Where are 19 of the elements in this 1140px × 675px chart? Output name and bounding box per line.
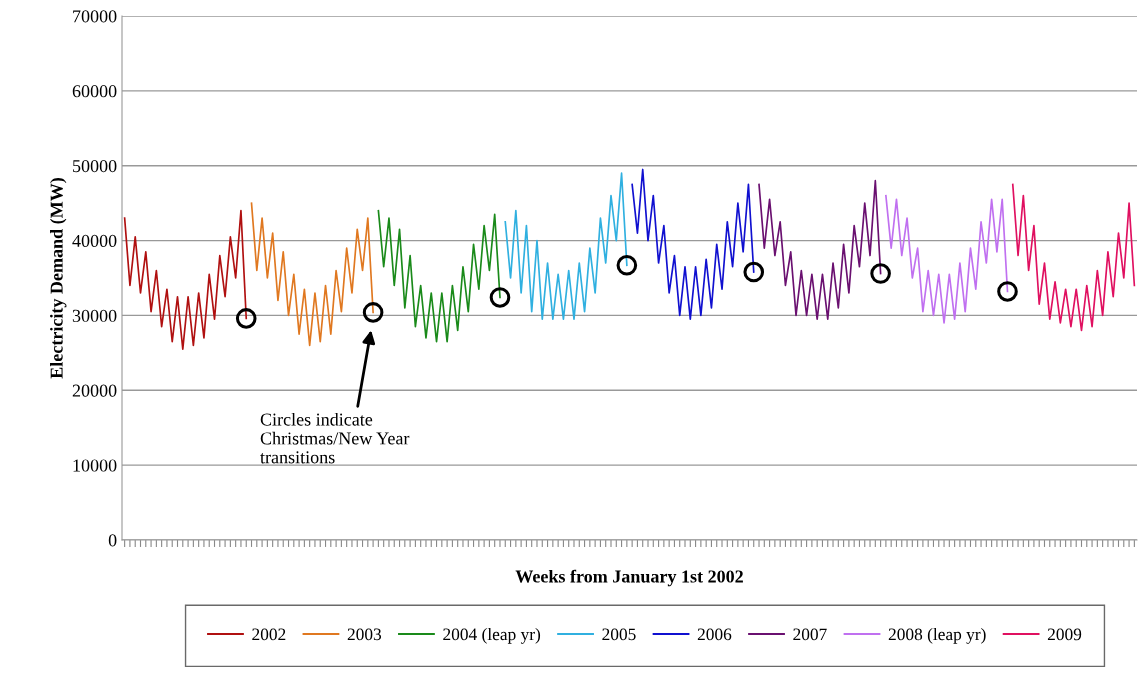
y-tick-label: 40000 xyxy=(72,234,117,248)
y-tick-label: 10000 xyxy=(73,459,117,472)
annotation: Circles indicate Christmas/New Year transitions xyxy=(260,412,410,464)
x-axis-title: Weeks from January 1st 2002 xyxy=(515,569,743,587)
legend-label: 2003 xyxy=(347,628,382,641)
legend-label: 2004 (leap yr) xyxy=(443,627,541,644)
y-tick-label: 70000 xyxy=(73,10,117,23)
y-tick-label: 0 xyxy=(108,534,117,547)
legend-label: 2002 xyxy=(252,628,286,641)
legend-label: 2005 xyxy=(602,628,636,641)
y-tick-label: 20000 xyxy=(72,384,117,397)
y-axis-title: Electricity Demand (MW) xyxy=(50,178,67,379)
y-tick-label: 50000 xyxy=(73,159,117,173)
y-tick-label: 30000 xyxy=(72,309,117,322)
legend-label: 2009 xyxy=(1047,628,1082,641)
legend-label: 2007 xyxy=(793,628,827,641)
legend-label: 2008 (leap yr) xyxy=(888,627,986,644)
legend-label: 2006 xyxy=(697,628,732,641)
y-tick-label: 60000 xyxy=(72,85,117,98)
